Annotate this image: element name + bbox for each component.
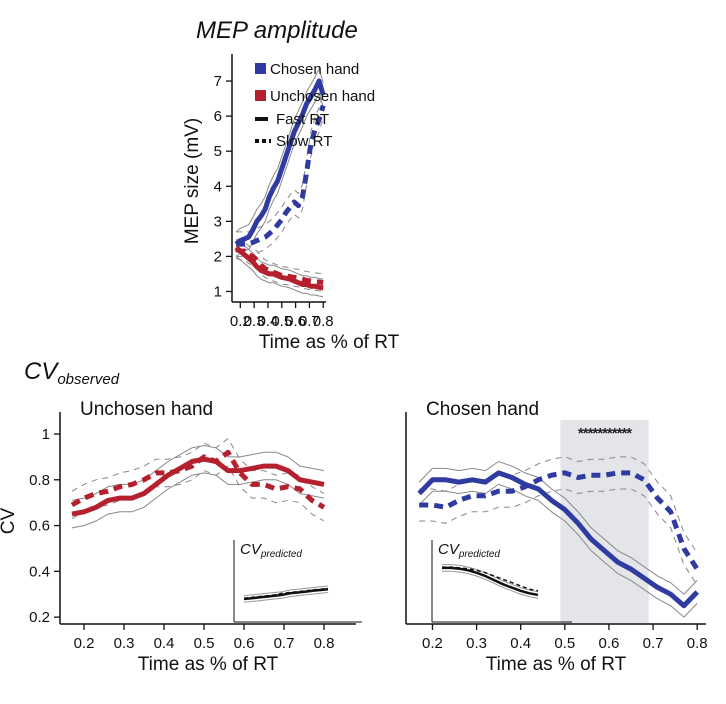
inset-sem-line xyxy=(442,570,539,599)
inset-title: CVpredicted xyxy=(240,541,302,560)
cv-unchosen-chart: 0.2 0.3 0.4 0.5 0.6 0.7 0.8 0.2 0.4 0.6 0.8 1 Time a… xyxy=(0,399,362,675)
sem-line-unchosen-solid xyxy=(235,238,324,280)
x-tick-label: 0.6 xyxy=(285,313,306,330)
x-tick-label: 0.5 xyxy=(554,635,575,652)
inset-sem-line xyxy=(243,585,329,597)
top-title: MEP amplitude xyxy=(196,17,358,44)
y-tick-label: 0.6 xyxy=(29,518,50,535)
x-tick-label: 0.4 xyxy=(258,313,279,330)
y-tick-label: 2 xyxy=(214,248,222,265)
x-tick-label: 0.7 xyxy=(299,313,320,330)
inset-sem-line xyxy=(243,592,329,603)
series-line-chosen-solid xyxy=(417,470,699,609)
x-tick-label: 0.2 xyxy=(422,635,443,652)
inset-title-sub: predicted xyxy=(458,549,501,560)
inset: CVpredicted xyxy=(431,540,572,623)
x-tick-label: 0.8 xyxy=(313,313,334,330)
sem-line-unchosen-dashed xyxy=(71,465,325,522)
sem-line-chosen-dashed xyxy=(419,488,698,586)
sem-line-chosen-solid xyxy=(418,483,698,618)
inset: CVpredicted xyxy=(233,540,362,623)
legend-swatch-chosen xyxy=(255,63,266,74)
legend-label-chosen: Chosen hand xyxy=(270,61,359,78)
y-tick-label: 1 xyxy=(214,283,222,300)
y-tick-label: 5 xyxy=(214,143,222,160)
mep-chart: 0.20.30.40.50.60.70.8 1 2 3 4 5 6 7 Time as % of… xyxy=(182,54,400,353)
series-line-chosen-dashed xyxy=(236,104,326,247)
series-line-unchosen-dashed xyxy=(70,449,326,510)
y-axis-label: MEP size (mV) xyxy=(182,118,203,244)
x-tick-label: 0.3 xyxy=(114,635,135,652)
x-tick-label: 0.6 xyxy=(599,635,620,652)
inset-title-main: CV xyxy=(240,541,263,558)
legend-label-unchosen: Unchosen hand xyxy=(270,88,375,105)
panel-title: Chosen hand xyxy=(426,399,539,420)
sem-line-unchosen-solid xyxy=(71,444,325,501)
x-tick-label: 0.6 xyxy=(234,635,255,652)
sem-line-unchosen-solid xyxy=(235,256,324,298)
sem-line-unchosen-dashed xyxy=(71,437,325,494)
section-label-sub: observed xyxy=(57,371,119,388)
x-tick-label: 0.5 xyxy=(271,313,292,330)
x-tick-label: 0.3 xyxy=(244,313,265,330)
x-tick-label: 0.2 xyxy=(74,635,95,652)
x-tick-label: 0.7 xyxy=(643,635,664,652)
sem-line-unchosen-dashed xyxy=(235,257,324,292)
y-tick-label: 1 xyxy=(42,426,50,443)
y-tick-label: 6 xyxy=(214,108,222,125)
y-tick-label: 3 xyxy=(214,213,222,230)
section-label-main: CV xyxy=(24,358,59,385)
sem-line-chosen-solid xyxy=(235,91,324,257)
x-tick-label: 0.8 xyxy=(314,635,335,652)
sem-line-chosen-solid xyxy=(235,67,324,233)
inset-title-main: CV xyxy=(438,541,461,558)
legend-label-slow: Slow RT xyxy=(276,133,332,150)
y-axis-label: CV xyxy=(0,507,19,534)
y-tick-label: 0.8 xyxy=(29,472,50,489)
y-tick-label: 0.4 xyxy=(29,563,50,580)
x-tick-label: 0.2 xyxy=(230,313,251,330)
inset-title: CVpredicted xyxy=(438,541,500,560)
x-axis-label: Time as % of RT xyxy=(486,654,627,675)
x-tick-label: 0.4 xyxy=(154,635,175,652)
inset-title-sub: predicted xyxy=(260,549,303,560)
cv-chosen-chart: 0.2 0.3 0.4 0.5 0.6 0.7 0.8 Time as % of RT Chos… xyxy=(405,399,708,675)
x-tick-label: 0.3 xyxy=(466,635,487,652)
section-label: CVobserved xyxy=(24,358,120,388)
x-tick-label: 0.4 xyxy=(510,635,531,652)
series-line-chosen-dashed xyxy=(419,470,700,571)
x-axis-label: Time as % of RT xyxy=(138,654,279,675)
series-line-unchosen-dashed xyxy=(235,247,324,286)
y-tick-label: 0.2 xyxy=(29,609,50,626)
sem-line-unchosen-solid xyxy=(71,472,325,529)
y-tick-label: 7 xyxy=(214,73,222,90)
panel-title: Unchosen hand xyxy=(80,399,213,420)
x-axis-label: Time as % of RT xyxy=(259,332,400,353)
significance-stars: *********** xyxy=(578,425,632,442)
inset-line-fast xyxy=(243,587,329,601)
x-tick-label: 0.7 xyxy=(274,635,295,652)
x-tick-label: 0.5 xyxy=(194,635,215,652)
x-tick-label: 0.8 xyxy=(687,635,708,652)
series-line-chosen-solid xyxy=(234,78,326,247)
legend: Chosen hand Unchosen hand Fast RT Slow R… xyxy=(255,61,375,150)
sem-line-chosen-solid xyxy=(418,460,698,595)
y-tick-label: 4 xyxy=(214,178,222,195)
sem-line-unchosen-dashed xyxy=(235,240,324,275)
inset-line-fast xyxy=(442,566,539,597)
legend-label-fast: Fast RT xyxy=(276,111,329,128)
legend-swatch-unchosen xyxy=(255,90,266,101)
